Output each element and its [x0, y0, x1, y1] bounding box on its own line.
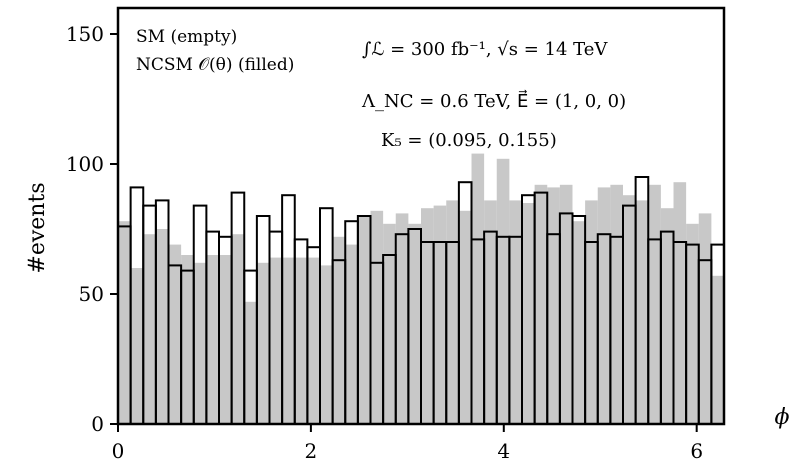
empty-bars-group	[117, 176, 725, 426]
filled-bar	[181, 255, 194, 424]
filled-bar	[458, 210, 472, 424]
filled-bar	[193, 262, 207, 424]
filled-bar	[294, 257, 308, 424]
filled-bar	[383, 223, 396, 424]
filled-bar	[370, 210, 384, 424]
filled-bars-group	[118, 153, 724, 425]
filled-bar	[231, 234, 245, 424]
filled-bar	[244, 301, 257, 424]
x-tick-label: 4	[497, 439, 510, 463]
filled-bar	[206, 255, 219, 424]
filled-bar	[635, 200, 649, 424]
filled-bar	[433, 205, 447, 424]
x-tick-label: 2	[305, 439, 318, 463]
filled-bar	[395, 213, 409, 424]
y-tick-label: 50	[79, 282, 104, 306]
filled-bar	[559, 184, 573, 424]
y-tick-label: 150	[66, 22, 104, 46]
y-tick-label: 100	[66, 152, 104, 176]
legend-entry-empty: SM (empty)	[136, 27, 237, 47]
filled-bar	[256, 262, 270, 424]
filled-bar	[623, 195, 636, 424]
filled-bar	[320, 265, 333, 424]
axis-ticks-group: 0 2 4 6 0 50 100 150	[66, 22, 703, 463]
filled-bar	[509, 200, 522, 424]
legend-entry-filled: NCSM 𝒪(θ) (filled)	[136, 55, 294, 75]
k5-label: K₅ = (0.095, 0.155)	[381, 130, 557, 151]
filled-bar	[118, 221, 131, 424]
filled-bar	[597, 187, 611, 424]
luminosity-label: ∫ℒ = 300 fb⁻¹, √s = 14 TeV	[362, 39, 608, 60]
filled-bar	[686, 223, 699, 424]
filled-bar	[496, 158, 510, 425]
filled-bar	[269, 257, 283, 424]
filled-bar	[572, 221, 586, 424]
filled-bar	[168, 244, 182, 424]
filled-bar	[130, 268, 144, 424]
filled-bar	[332, 236, 346, 424]
filled-bar	[345, 244, 358, 424]
filled-bar	[698, 213, 712, 424]
y-tick-label: 0	[91, 412, 104, 436]
x-axis-label: ϕ	[775, 405, 790, 430]
filled-bar	[648, 184, 661, 424]
filled-bar	[471, 153, 485, 424]
filled-bar	[282, 257, 295, 424]
filled-bar	[357, 216, 371, 424]
lambda-label: Λ_NC = 0.6 TeV, E⃗ = (1, 0, 0)	[361, 90, 626, 112]
filled-bar	[610, 184, 623, 424]
filled-bar	[547, 187, 560, 424]
filled-bar	[522, 203, 535, 424]
y-axis-label: #events	[25, 182, 50, 273]
filled-bar	[421, 208, 434, 424]
filled-bar	[155, 229, 169, 424]
filled-bar	[585, 200, 598, 424]
filled-bar	[534, 184, 548, 424]
filled-bar	[408, 223, 421, 424]
x-tick-label: 0	[112, 439, 125, 463]
filled-bar	[711, 275, 724, 424]
filled-bar	[660, 208, 674, 424]
filled-bar	[219, 255, 232, 424]
filled-bar	[673, 182, 687, 424]
plot-frame	[116, 6, 726, 426]
filled-bar	[307, 257, 320, 424]
filled-bar	[143, 234, 156, 424]
filled-bar	[446, 200, 459, 424]
filled-bar	[484, 200, 497, 424]
x-tick-label: 6	[690, 439, 703, 463]
